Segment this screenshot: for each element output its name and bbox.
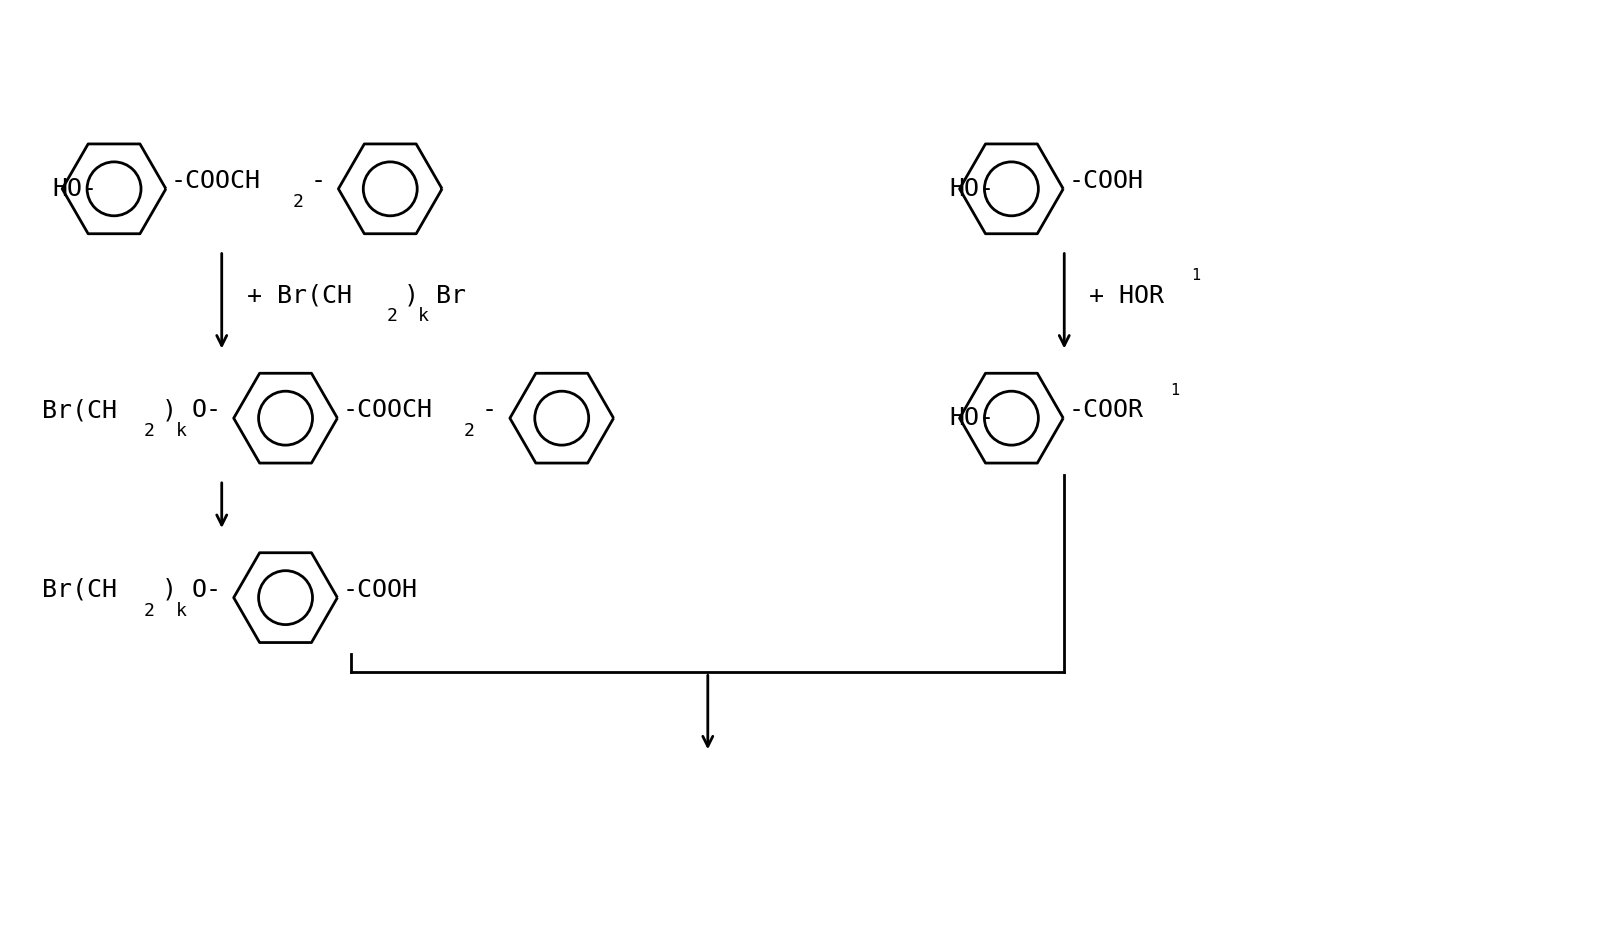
Text: Br(CH: Br(CH — [42, 577, 117, 602]
Text: -COOH: -COOH — [342, 577, 417, 602]
Text: -: - — [482, 398, 496, 422]
Text: -COOCH: -COOCH — [170, 169, 261, 192]
Text: HO-: HO- — [52, 177, 97, 201]
Text: 2: 2 — [386, 307, 397, 325]
Text: ): ) — [162, 577, 177, 602]
Text: HO-: HO- — [949, 177, 994, 201]
Text: -COOH: -COOH — [1069, 169, 1144, 192]
Text: 2: 2 — [144, 422, 154, 440]
Text: ): ) — [162, 398, 177, 422]
Text: Br(CH: Br(CH — [42, 398, 117, 422]
Text: 2: 2 — [144, 602, 154, 620]
Text: -: - — [310, 169, 326, 192]
Text: -COOR: -COOR — [1069, 398, 1144, 422]
Text: + Br(CH: + Br(CH — [247, 283, 352, 307]
Text: 1: 1 — [1169, 383, 1179, 398]
Text: 1: 1 — [1191, 268, 1200, 283]
Text: O-: O- — [191, 577, 222, 602]
Text: -COOCH: -COOCH — [342, 398, 433, 422]
Text: Br: Br — [436, 283, 466, 307]
Text: k: k — [175, 602, 187, 620]
Text: k: k — [418, 307, 430, 325]
Text: 2: 2 — [292, 192, 303, 210]
Text: O-: O- — [191, 398, 222, 422]
Text: HO-: HO- — [949, 406, 994, 430]
Text: k: k — [175, 422, 187, 440]
Text: + HOR: + HOR — [1090, 283, 1165, 307]
Text: ): ) — [404, 283, 418, 307]
Text: 2: 2 — [464, 422, 475, 440]
